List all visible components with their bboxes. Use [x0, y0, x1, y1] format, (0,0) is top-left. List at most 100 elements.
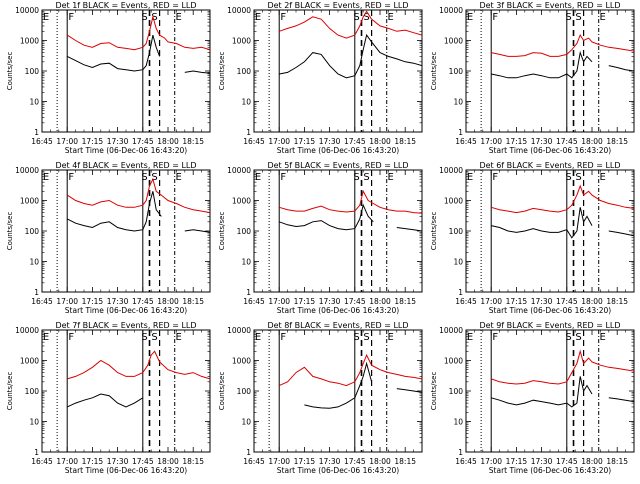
x-tick-label: 17:00	[480, 457, 502, 466]
y-tick-label: 100	[449, 387, 464, 396]
panel-title: Det 8f BLACK = Events, RED = LLD	[267, 321, 408, 330]
y-tick-label: 10000	[227, 166, 251, 175]
y-tick-label: 10	[241, 258, 251, 267]
y-tick-label: 1000	[20, 37, 39, 46]
x-tick-label: 16:45	[243, 297, 265, 306]
y-axis-label: Counts/sec	[218, 212, 226, 251]
x-tick-label: 17:30	[107, 297, 129, 306]
x-tick-label: 18:00	[369, 297, 391, 306]
marker-label-f: F	[280, 12, 286, 23]
y-tick-label: 1000	[232, 37, 251, 46]
x-tick-label: 18:00	[369, 137, 391, 146]
y-axis-label: Counts/sec	[430, 372, 438, 411]
marker-label-s: S	[353, 172, 359, 183]
x-tick-label: 17:45	[344, 137, 366, 146]
marker-label-f: F	[280, 332, 286, 343]
panel-4: Det 4f BLACK = Events, RED = LLD 1 10 100 10…	[6, 161, 211, 315]
marker-label-s: S	[353, 332, 359, 343]
y-tick-label: 1000	[444, 37, 463, 46]
panel-5: Det 5f BLACK = Events, RED = LLD 1 10 100 10…	[218, 161, 423, 315]
x-tick-label: 17:00	[268, 457, 290, 466]
x-tick-label: 18:15	[606, 457, 628, 466]
x-axis-label: Start Time (06-Dec-06 16:43:20)	[489, 146, 611, 155]
events-series-line	[279, 203, 374, 231]
marker-label-e: E	[467, 172, 473, 183]
panel-title: Det 5f BLACK = Events, RED = LLD	[267, 161, 408, 170]
y-axis-label: Counts/sec	[6, 52, 14, 91]
y-tick-label: 1000	[444, 197, 463, 206]
events-series-line	[66, 393, 144, 408]
lld-series-line	[491, 33, 635, 57]
y-tick-label: 1	[458, 128, 463, 137]
marker-label-s: S	[575, 12, 581, 23]
marker-label-s: S	[363, 12, 369, 23]
marker-label-e: E	[388, 332, 394, 343]
x-tick-label: 17:45	[556, 457, 578, 466]
lld-series-line	[67, 350, 211, 380]
y-axis-label: Counts/sec	[430, 212, 438, 251]
x-axis-label: Start Time (06-Dec-06 16:43:20)	[65, 306, 187, 315]
x-tick-label: 18:00	[581, 457, 603, 466]
panel-title: Det 9f BLACK = Events, RED = LLD	[479, 321, 620, 330]
x-tick-label: 18:15	[182, 137, 204, 146]
y-tick-label: 1000	[444, 357, 463, 366]
marker-label-e: E	[176, 172, 182, 183]
marker-label-s: S	[565, 12, 571, 23]
x-tick-label: 17:45	[556, 137, 578, 146]
y-tick-label: 10000	[15, 326, 39, 335]
events-series-line	[608, 230, 635, 237]
x-axis-label: Start Time (06-Dec-06 16:43:20)	[277, 146, 399, 155]
marker-label-s: S	[565, 172, 571, 183]
x-tick-label: 17:15	[506, 457, 528, 466]
y-tick-label: 10	[241, 418, 251, 427]
y-tick-label: 1	[34, 448, 39, 457]
y-tick-label: 1	[246, 288, 251, 297]
events-series-line	[491, 50, 593, 79]
lld-series-line	[491, 184, 635, 214]
y-tick-label: 10	[29, 418, 39, 427]
panel-6: Det 6f BLACK = Events, RED = LLD 1 10 100 10…	[430, 161, 635, 315]
y-tick-label: 10000	[227, 6, 251, 15]
marker-label-s: S	[151, 172, 157, 183]
x-tick-label: 18:00	[157, 297, 179, 306]
x-tick-label: 17:30	[531, 297, 553, 306]
x-tick-label: 17:15	[82, 137, 104, 146]
marker-label-s: S	[141, 172, 147, 183]
x-axis-label: Start Time (06-Dec-06 16:43:20)	[277, 306, 399, 315]
marker-label-f: F	[68, 172, 74, 183]
events-series-line	[66, 191, 162, 232]
lld-series-line	[66, 14, 211, 51]
x-axis-label: Start Time (06-Dec-06 16:43:20)	[65, 146, 187, 155]
panel-1: Det 1f BLACK = Events, RED = LLD 1 10 100 10…	[6, 1, 211, 155]
marker-label-e: E	[255, 332, 261, 343]
x-tick-label: 18:15	[394, 297, 416, 306]
events-series-line	[184, 229, 211, 233]
x-tick-label: 17:00	[56, 297, 78, 306]
y-tick-label: 1	[458, 448, 463, 457]
x-tick-label: 17:30	[107, 137, 129, 146]
x-tick-label: 17:45	[132, 297, 154, 306]
lld-series-line	[278, 353, 423, 387]
events-series-line	[608, 397, 635, 403]
lld-series-line	[279, 10, 423, 39]
marker-label-e: E	[388, 12, 394, 23]
x-tick-label: 17:15	[506, 137, 528, 146]
x-tick-label: 17:30	[319, 297, 341, 306]
marker-label-e: E	[600, 172, 606, 183]
events-series-line	[304, 361, 373, 409]
x-tick-label: 17:45	[132, 457, 154, 466]
marker-label-e: E	[255, 172, 261, 183]
marker-label-s: S	[141, 12, 147, 23]
x-tick-label: 16:45	[243, 457, 265, 466]
y-tick-label: 10	[29, 258, 39, 267]
y-axis-label: Counts/sec	[218, 372, 226, 411]
x-axis-label: Start Time (06-Dec-06 16:43:20)	[489, 306, 611, 315]
x-tick-label: 18:00	[369, 457, 391, 466]
marker-label-s: S	[565, 332, 571, 343]
x-tick-label: 17:15	[294, 137, 316, 146]
y-tick-label: 100	[25, 227, 40, 236]
y-tick-label: 100	[449, 67, 464, 76]
marker-label-f: F	[68, 12, 74, 23]
